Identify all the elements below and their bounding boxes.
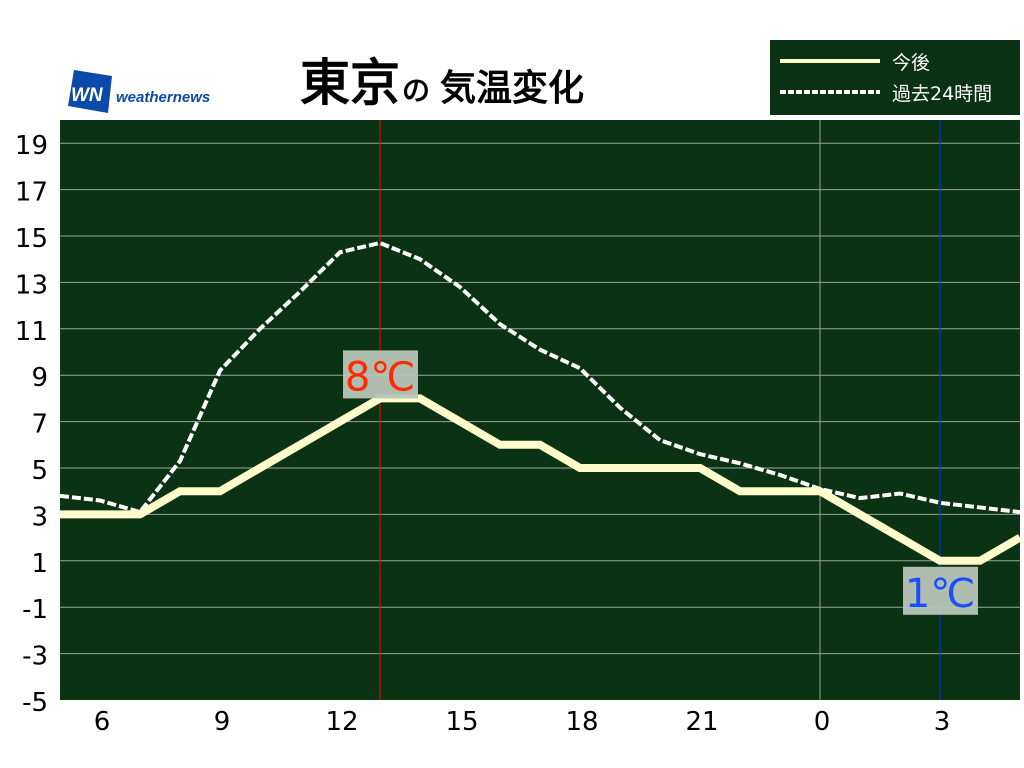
- x-tick-label: 3: [934, 707, 951, 737]
- legend-future-label: 今後: [892, 52, 930, 74]
- x-tick-label: 18: [565, 707, 598, 737]
- x-tick-label: 6: [94, 707, 111, 737]
- chart-title: 東京 の 気温変化: [300, 54, 584, 112]
- future-line: [60, 394, 1023, 565]
- legend: 今後 過去24時間: [770, 40, 1020, 115]
- x-tick-label: 0: [814, 707, 831, 737]
- y-tick-label: 9: [31, 363, 48, 393]
- logo-mark: [68, 70, 112, 113]
- logo: WN weathernews: [68, 70, 210, 113]
- title-particle: の: [402, 74, 430, 107]
- y-tick-label: 19: [15, 131, 48, 161]
- y-tick-label: 17: [15, 178, 48, 208]
- y-tick-label: 11: [15, 317, 48, 347]
- x-tick-label: 21: [685, 707, 718, 737]
- y-tick-label: 1: [31, 549, 48, 579]
- y-tick-label: 3: [31, 502, 48, 532]
- legend-past-label: 過去24時間: [892, 83, 992, 105]
- y-tick-label: -3: [22, 642, 48, 672]
- past-24h-line: [59, 240, 1021, 515]
- x-tick-label: 15: [445, 707, 478, 737]
- logo-text: weathernews: [116, 89, 210, 106]
- y-tick-label: 13: [15, 270, 48, 300]
- plot-area: 19 17 15 13 11 9 7 5 3 1 -1 -3 -5 6 9 12 15 18 21 0 3 8℃ 1℃: [15, 120, 1023, 737]
- y-tick-label: 5: [31, 456, 48, 486]
- max-temp-label: 8℃: [345, 354, 415, 400]
- min-label-box: [903, 566, 978, 615]
- y-tick-label: -1: [22, 595, 48, 625]
- title-city: 東京: [300, 54, 400, 112]
- logo-mark-text: WN: [71, 85, 104, 106]
- plot-background: [60, 120, 1020, 700]
- min-temp-label: 1℃: [905, 571, 975, 617]
- y-tick-label: -5: [22, 688, 48, 718]
- max-label-box: [343, 350, 418, 399]
- x-tick-label: 9: [214, 707, 231, 737]
- y-tick-label: 15: [15, 224, 48, 254]
- title-rest: 気温変化: [440, 67, 584, 109]
- legend-box: [770, 40, 1020, 115]
- y-tick-label: 7: [31, 410, 48, 440]
- x-tick-label: 12: [325, 707, 358, 737]
